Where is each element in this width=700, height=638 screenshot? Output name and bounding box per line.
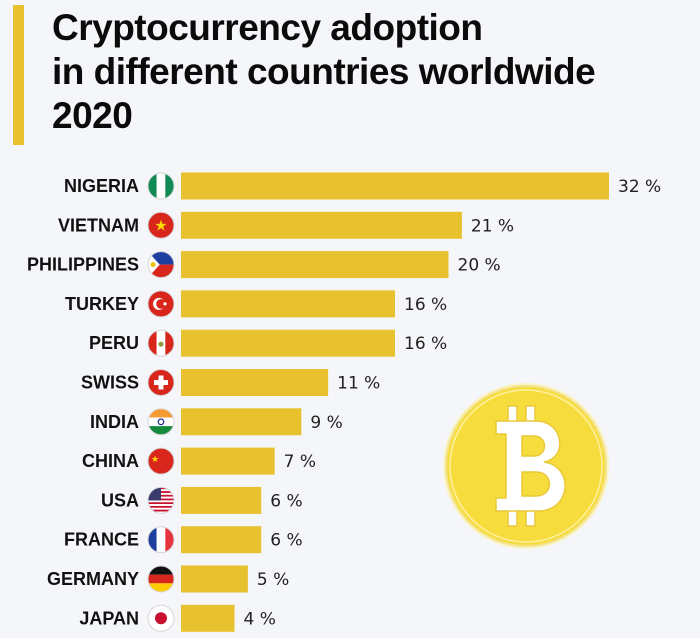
nigeria-flag-icon: [147, 172, 175, 200]
bar: [181, 211, 462, 239]
category-label: USA: [101, 490, 139, 510]
bar: [181, 290, 395, 318]
category-label: JAPAN: [79, 608, 139, 628]
bitcoin-coin-icon: [443, 383, 609, 549]
bar: [181, 172, 609, 200]
bar-row-germany: GERMANY 5 %: [47, 565, 289, 593]
bar-row-vietnam: VIETNAM ★ 21 %: [58, 211, 514, 239]
bar: [181, 408, 302, 436]
value-label: 32 %: [618, 177, 661, 197]
category-label: CHINA: [82, 451, 139, 471]
bar: [181, 447, 275, 475]
bar: [181, 329, 395, 357]
swiss-flag-icon: [147, 369, 175, 396]
value-label: 16 %: [404, 334, 447, 354]
category-label: FRANCE: [64, 530, 139, 550]
bar: [181, 526, 262, 554]
bar-row-india: INDIA 9 %: [90, 408, 343, 436]
turkey-flag-icon: [147, 290, 175, 318]
bar-row-peru: PERU 16 %: [89, 329, 447, 357]
bar-row-turkey: TURKEY 16 %: [65, 290, 447, 318]
category-label: PHILIPPINES: [27, 255, 139, 275]
bar-row-nigeria: NIGERIA 32 %: [64, 172, 661, 200]
svg-text:★: ★: [154, 217, 167, 234]
bar-row-japan: JAPAN 4 %: [79, 604, 276, 632]
china-flag-icon: ★: [147, 447, 175, 475]
value-label: 4 %: [244, 609, 276, 629]
value-label: 16 %: [404, 295, 447, 315]
india-flag-icon: [147, 408, 175, 436]
value-label: 6 %: [270, 491, 302, 511]
title-line-1: Cryptocurrency adoption: [52, 7, 483, 48]
germany-flag-icon: [147, 565, 175, 593]
category-label: PERU: [89, 333, 139, 353]
value-label: 11 %: [337, 374, 380, 394]
bar: [181, 565, 248, 593]
peru-flag-icon: [147, 329, 175, 357]
title-accent-bar: [13, 5, 24, 145]
philippines-flag-icon: [147, 251, 175, 279]
category-label: GERMANY: [47, 569, 139, 589]
vietnam-flag-icon: ★: [147, 211, 175, 239]
value-label: 9 %: [310, 413, 342, 433]
value-label: 7 %: [284, 452, 316, 472]
usa-flag-icon: [147, 486, 175, 514]
bar: [181, 486, 262, 514]
chart-title: Cryptocurrency adoption in different cou…: [52, 6, 596, 138]
bar: [181, 251, 449, 279]
bar-row-swiss: SWISS 11 %: [81, 369, 380, 396]
category-label: VIETNAM: [58, 215, 139, 235]
category-label: INDIA: [90, 412, 139, 432]
bar: [181, 369, 329, 396]
bar-row-france: FRANCE 6 %: [64, 526, 303, 554]
svg-text:★: ★: [151, 454, 159, 464]
bar-row-usa: USA 6 %: [101, 486, 303, 514]
bar-row-china: CHINA ★ 7 %: [82, 447, 316, 475]
value-label: 21 %: [471, 216, 514, 236]
value-label: 6 %: [270, 531, 302, 551]
bar: [181, 604, 235, 632]
title-line-2: in different countries worldwide: [52, 51, 596, 92]
bar-row-philippines: PHILIPPINES 20 %: [27, 251, 501, 279]
japan-flag-icon: [147, 604, 175, 632]
title-line-3: 2020: [52, 95, 133, 136]
category-label: TURKEY: [65, 294, 139, 314]
value-label: 5 %: [257, 570, 289, 590]
category-label: SWISS: [81, 373, 139, 393]
france-flag-icon: [147, 526, 175, 554]
category-label: NIGERIA: [64, 176, 139, 196]
value-label: 20 %: [458, 256, 501, 276]
